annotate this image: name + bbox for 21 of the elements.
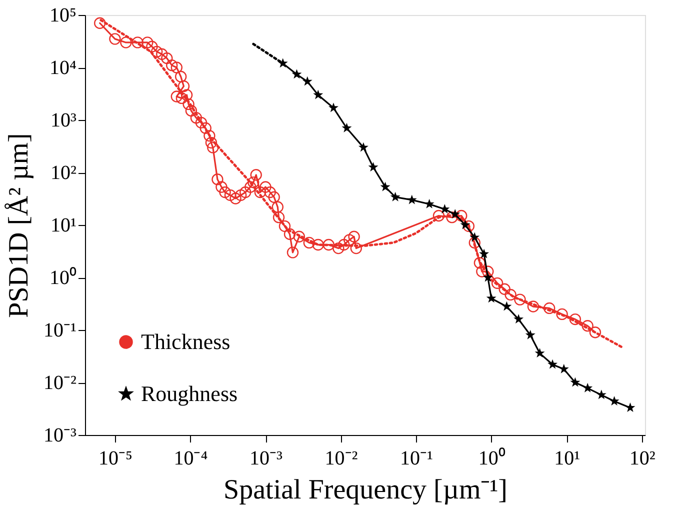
y-tick-label: 10³: [50, 110, 76, 132]
x-tick-label: 10⁻³: [250, 448, 283, 470]
y-tick-label: 10¹: [50, 214, 76, 236]
y-tick-label: 10²: [50, 162, 76, 184]
x-tick-label: 10⁻⁴: [174, 448, 208, 470]
y-tick-label: 10⁰: [50, 266, 76, 289]
x-tick-label: 10²: [629, 448, 656, 470]
legend-label: Roughness: [141, 381, 238, 406]
x-tick-label: 10⁻²: [324, 448, 358, 470]
x-tick-label: 10⁰: [478, 446, 506, 470]
y-axis-title: PSD1D [Å² µm]: [4, 133, 35, 318]
x-axis-title: Spatial Frequency [µm⁻¹]: [224, 474, 508, 506]
legend-label: Thickness: [141, 329, 230, 354]
y-tick-label: 10⁻³: [44, 424, 76, 446]
x-tick-label: 10¹: [554, 448, 580, 470]
x-tick-label: 10⁻¹: [400, 448, 434, 470]
y-tick-label: 10⁴: [50, 57, 77, 79]
y-tick-label: 10⁻²: [44, 372, 76, 394]
y-tick-label: 10⁻¹: [44, 320, 76, 342]
x-tick-label: 10⁻⁵: [98, 448, 132, 470]
y-tick-label: 10⁵: [50, 4, 76, 26]
